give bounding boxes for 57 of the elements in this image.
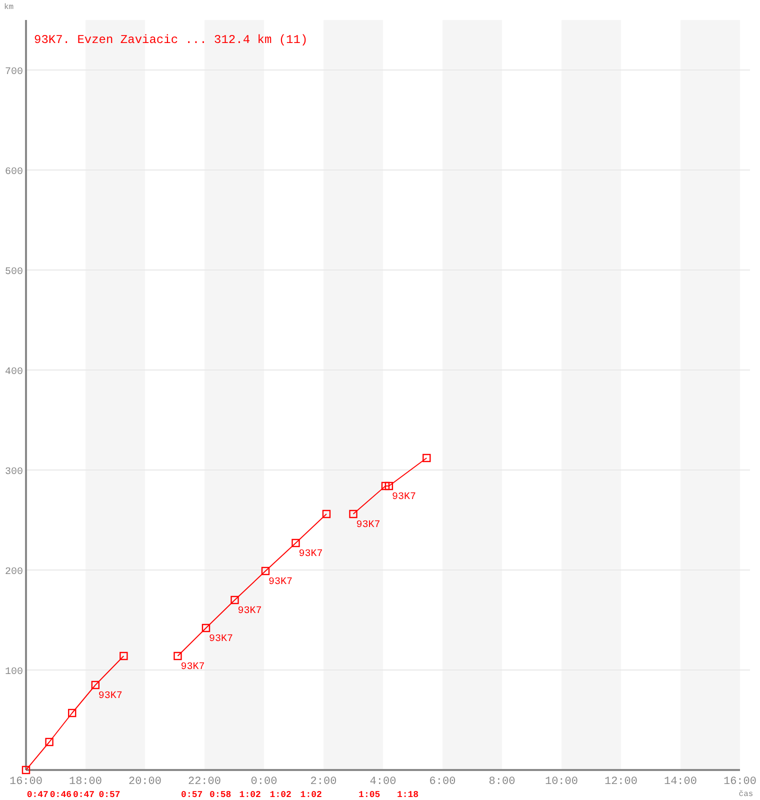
x-tick-label: 4:00 xyxy=(370,776,396,788)
point xyxy=(292,538,300,548)
x-tick-label: 2:00 xyxy=(310,776,337,788)
annotation: 93K7 xyxy=(180,662,205,673)
x-tick-label: 14:00 xyxy=(664,776,698,788)
point xyxy=(202,624,210,632)
annotation: 93K7 xyxy=(268,577,293,588)
point xyxy=(422,454,431,462)
text: 0:46 xyxy=(50,790,72,800)
x-tick-label: 18:00 xyxy=(68,776,102,788)
point xyxy=(22,766,30,774)
annotation: 93K7 xyxy=(356,520,380,531)
text: 1:18 xyxy=(396,790,419,800)
y-tick-label: 700 xyxy=(4,67,23,78)
y-tick-label: 200 xyxy=(4,567,23,578)
y-tick-label: 500 xyxy=(4,267,23,278)
text: 1:02 xyxy=(270,790,292,800)
point xyxy=(381,482,390,490)
point xyxy=(68,708,76,718)
x-tick-label: 16:00 xyxy=(723,776,757,788)
x-tick-label: 10:00 xyxy=(544,776,578,788)
text: 0:57 xyxy=(181,790,203,800)
x-tick-label: 8:00 xyxy=(488,776,516,788)
text: 0:47 xyxy=(72,790,95,800)
x-tick-label: 0:00 xyxy=(250,776,278,788)
annotation: 93K7 xyxy=(98,691,122,702)
point xyxy=(45,738,54,746)
x-tick-label: 16:00 xyxy=(9,776,43,788)
annotation: 93K7 xyxy=(238,606,262,617)
text: 1:02 xyxy=(239,790,261,800)
x-tick-label: 12:00 xyxy=(604,776,638,788)
text: 0:57 xyxy=(98,790,120,800)
text: 93K7. Evzen Zaviacic ... 312.4 km (11) xyxy=(34,33,308,47)
y-tick-label: 400 xyxy=(4,367,23,378)
y-tick-label: 600 xyxy=(4,167,23,178)
point xyxy=(91,680,100,690)
point xyxy=(322,510,331,518)
x-tick-label: 20:00 xyxy=(128,776,162,788)
annotation: 93K7 xyxy=(392,492,416,503)
annotation: 93K7 xyxy=(298,549,323,560)
text: 0:58 xyxy=(210,790,232,800)
point xyxy=(174,652,182,660)
text: 1:02 xyxy=(300,790,322,800)
point xyxy=(261,566,270,576)
point xyxy=(349,510,358,518)
point xyxy=(230,596,239,604)
text: 1:05 xyxy=(358,790,380,800)
y-tick-label: 100 xyxy=(4,667,23,678)
y-axis-title: km xyxy=(4,3,14,12)
point xyxy=(120,652,128,660)
x-axis-title: čas xyxy=(738,790,754,799)
x-tick-label: 22:00 xyxy=(188,776,222,788)
annotation: 93K7 xyxy=(208,634,234,645)
x-tick-label: 6:00 xyxy=(429,776,456,788)
point xyxy=(384,482,394,490)
text: 0:47 xyxy=(26,790,48,800)
y-tick-label: 300 xyxy=(4,467,23,478)
